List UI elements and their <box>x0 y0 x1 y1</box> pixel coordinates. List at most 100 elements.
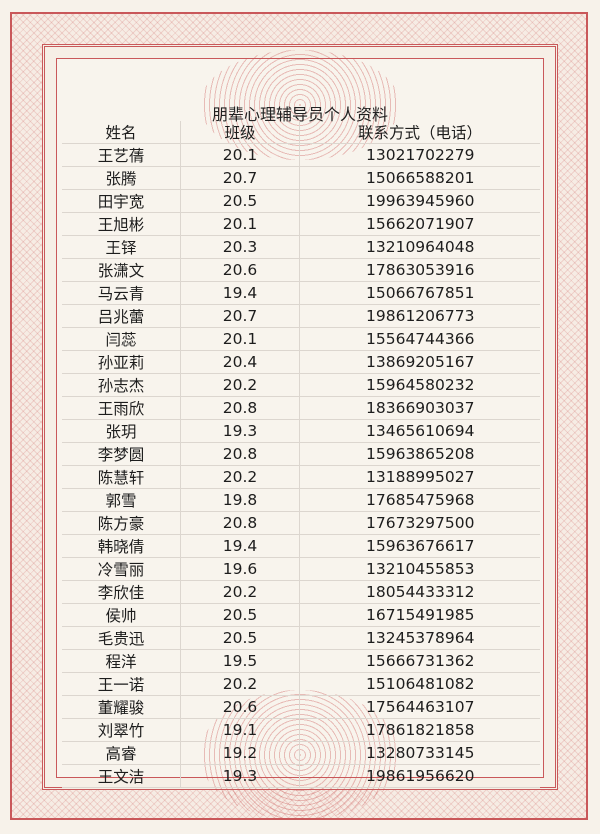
cell-class: 20.1 <box>180 327 300 351</box>
header-name: 姓名 <box>62 121 181 144</box>
cell-phone: 19963945960 <box>299 189 540 213</box>
table-row: 李欣佳 20.2 18054433312 <box>62 580 540 604</box>
cell-phone: 16715491985 <box>299 603 540 627</box>
cell-phone: 17564463107 <box>299 695 540 719</box>
table-row: 侯帅 20.5 16715491985 <box>62 603 540 627</box>
cell-name: 侯帅 <box>62 603 181 627</box>
cell-class: 20.8 <box>180 442 300 466</box>
cell-phone: 17861821858 <box>299 718 540 742</box>
cell-class: 20.6 <box>180 695 300 719</box>
table-row: 高睿 19.2 13280733145 <box>62 741 540 765</box>
document-title: 朋辈心理辅导员个人资料 <box>211 105 388 124</box>
cell-class: 20.8 <box>180 511 300 535</box>
cell-phone: 19861206773 <box>299 304 540 328</box>
cell-name: 王文洁 <box>62 764 181 788</box>
table-row: 王一诺 20.2 15106481082 <box>62 672 540 696</box>
cell-class: 20.5 <box>180 603 300 627</box>
cell-phone: 15963865208 <box>299 442 540 466</box>
table-row: 张腾 20.7 15066588201 <box>62 166 540 190</box>
table-row: 王艺蒨 20.1 13021702279 <box>62 143 540 167</box>
cell-name: 张玥 <box>62 419 181 443</box>
table-row: 董耀骏 20.6 17564463107 <box>62 695 540 719</box>
cell-class: 20.1 <box>180 143 300 167</box>
cell-phone: 15964580232 <box>299 373 540 397</box>
cell-class: 19.4 <box>180 534 300 558</box>
table-row: 王铎 20.3 13210964048 <box>62 235 540 259</box>
cell-name: 田宇宽 <box>62 189 181 213</box>
table-row: 韩晓倩 19.4 15963676617 <box>62 534 540 558</box>
cell-phone: 15066767851 <box>299 281 540 305</box>
table-row: 马云青 19.4 15066767851 <box>62 281 540 305</box>
table-row: 吕兆蕾 20.7 19861206773 <box>62 304 540 328</box>
header-class: 班级 <box>180 121 300 144</box>
cell-phone: 15666731362 <box>299 649 540 673</box>
header-phone: 联系方式（电话） <box>299 121 540 144</box>
cell-phone: 15066588201 <box>299 166 540 190</box>
cell-phone: 15564744366 <box>299 327 540 351</box>
cell-class: 19.5 <box>180 649 300 673</box>
table-row: 闫蕊 20.1 15564744366 <box>62 327 540 351</box>
cell-phone: 17673297500 <box>299 511 540 535</box>
cell-phone: 13280733145 <box>299 741 540 765</box>
cell-phone: 13210455853 <box>299 557 540 581</box>
cell-name: 韩晓倩 <box>62 534 181 558</box>
cell-class: 20.5 <box>180 189 300 213</box>
cell-class: 20.1 <box>180 212 300 236</box>
cell-phone: 15662071907 <box>299 212 540 236</box>
cell-phone: 13465610694 <box>299 419 540 443</box>
cell-phone: 13210964048 <box>299 235 540 259</box>
table-row: 王雨欣 20.8 18366903037 <box>62 396 540 420</box>
cell-phone: 13021702279 <box>299 143 540 167</box>
cell-class: 20.4 <box>180 350 300 374</box>
table-row: 郭雪 19.8 17685475968 <box>62 488 540 512</box>
table-row: 陈方豪 20.8 17673297500 <box>62 511 540 535</box>
cell-phone: 13188995027 <box>299 465 540 489</box>
cell-phone: 18366903037 <box>299 396 540 420</box>
cell-phone: 17685475968 <box>299 488 540 512</box>
cell-phone: 15106481082 <box>299 672 540 696</box>
cell-phone: 13869205167 <box>299 350 540 374</box>
table-row: 孙亚莉 20.4 13869205167 <box>62 350 540 374</box>
cell-name: 闫蕊 <box>62 327 181 351</box>
cell-name: 刘翠竹 <box>62 718 181 742</box>
cell-phone: 17863053916 <box>299 258 540 282</box>
cell-class: 20.2 <box>180 465 300 489</box>
table-row: 田宇宽 20.5 19963945960 <box>62 189 540 213</box>
cell-class: 20.3 <box>180 235 300 259</box>
cell-class: 20.2 <box>180 373 300 397</box>
cell-class: 20.5 <box>180 626 300 650</box>
table-header: 姓名 班级 联系方式（电话） <box>62 121 540 144</box>
cell-name: 张潇文 <box>62 258 181 282</box>
cell-phone: 18054433312 <box>299 580 540 604</box>
cell-class: 19.6 <box>180 557 300 581</box>
cell-phone: 19861956620 <box>299 764 540 788</box>
table-row: 陈慧轩 20.2 13188995027 <box>62 465 540 489</box>
cell-name: 毛贵迅 <box>62 626 181 650</box>
cell-name: 王雨欣 <box>62 396 181 420</box>
cell-name: 张腾 <box>62 166 181 190</box>
cell-phone: 15963676617 <box>299 534 540 558</box>
cell-class: 20.7 <box>180 304 300 328</box>
cell-phone: 13245378964 <box>299 626 540 650</box>
cell-name: 郭雪 <box>62 488 181 512</box>
cell-name: 高睿 <box>62 741 181 765</box>
table-row: 张潇文 20.6 17863053916 <box>62 258 540 282</box>
table-row: 刘翠竹 19.1 17861821858 <box>62 718 540 742</box>
cell-class: 19.1 <box>180 718 300 742</box>
cell-class: 20.8 <box>180 396 300 420</box>
cell-class: 19.2 <box>180 741 300 765</box>
cell-name: 冷雪丽 <box>62 557 181 581</box>
cell-class: 20.2 <box>180 580 300 604</box>
cell-class: 19.3 <box>180 419 300 443</box>
cell-name: 王旭彬 <box>62 212 181 236</box>
cell-class: 20.6 <box>180 258 300 282</box>
table-row: 李梦圆 20.8 15963865208 <box>62 442 540 466</box>
cell-name: 李欣佳 <box>62 580 181 604</box>
table-row: 张玥 19.3 13465610694 <box>62 419 540 443</box>
cell-class: 19.3 <box>180 764 300 788</box>
cell-name: 王铎 <box>62 235 181 259</box>
cell-name: 陈慧轩 <box>62 465 181 489</box>
table-row: 毛贵迅 20.5 13245378964 <box>62 626 540 650</box>
cell-name: 陈方豪 <box>62 511 181 535</box>
cell-class: 20.7 <box>180 166 300 190</box>
